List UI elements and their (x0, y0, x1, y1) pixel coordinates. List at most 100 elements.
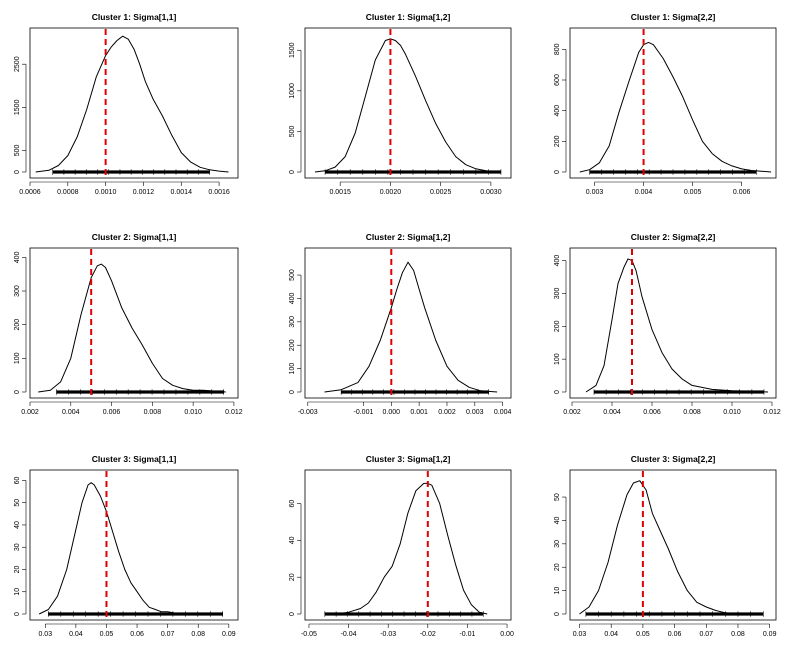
x-tick-label: 0.002 (438, 409, 456, 416)
y-tick-label: 50 (14, 499, 21, 507)
y-tick-label: 400 (14, 251, 21, 263)
x-tick-label: 0.012 (225, 409, 243, 416)
y-tick-label: 800 (554, 43, 561, 55)
x-tick-label: 0.0008 (57, 189, 79, 196)
plot-frame (29, 27, 239, 179)
x-tick-label: 0.004 (494, 409, 512, 416)
y-tick-label: 2500 (14, 56, 21, 72)
x-tick-label: 0.08 (731, 631, 745, 638)
y-tick-label: 300 (289, 316, 296, 328)
density-curve (35, 35, 229, 173)
density-curve (585, 258, 769, 393)
density-curve (38, 482, 183, 615)
x-tick-label: 0.0012 (133, 189, 155, 196)
x-tick-label: 0.002 (563, 409, 581, 416)
y-tick-label: 200 (14, 319, 21, 331)
x-tick-label: 0.04 (69, 631, 83, 638)
density-curve (579, 41, 772, 173)
y-tick-label: 200 (554, 135, 561, 147)
y-tick-label: 20 (289, 573, 296, 581)
y-tick-label: 400 (554, 105, 561, 117)
y-tick-label: 40 (289, 536, 296, 544)
plot-frame (304, 247, 512, 399)
y-tick-label: 30 (554, 540, 561, 548)
x-tick-label: 0.002 (21, 409, 39, 416)
plot-frame (569, 27, 777, 179)
density-panel: Cluster 1: Sigma[1,2] 0.0015 0.0020 0.0025 0… (289, 12, 512, 196)
y-tick-label: 40 (14, 521, 21, 529)
x-tick-label: 0.003 (466, 409, 484, 416)
x-tick-label: 0.00 (500, 631, 514, 638)
x-tick-label: 0.005 (684, 189, 702, 196)
panel-title: Cluster 1: Sigma[1,2] (366, 12, 451, 22)
x-tick-label: -0.05 (301, 631, 317, 638)
x-tick-label: 0.004 (62, 409, 80, 416)
y-tick-label: 500 (289, 125, 296, 137)
x-tick-label: 0.006 (733, 189, 751, 196)
density-panel: Cluster 3: Sigma[1,2] -0.05 -0.04 -0.03 -0.0… (289, 454, 514, 638)
x-tick-label: 0.09 (763, 631, 777, 638)
y-tick-label: 10 (14, 588, 21, 596)
x-tick-label: 0.0015 (329, 189, 351, 196)
density-panel: Cluster 1: Sigma[1,1] 0.0006 0.0008 0.0010 0… (14, 12, 239, 196)
y-tick-label: 0 (554, 170, 561, 174)
y-tick-label: 0 (289, 170, 296, 174)
x-tick-label: 0.04 (604, 631, 618, 638)
y-tick-label: 500 (14, 144, 21, 156)
panel-title: Cluster 2: Sigma[1,1] (92, 232, 177, 242)
y-tick-label: 0 (14, 170, 21, 174)
y-tick-label: 20 (14, 565, 21, 573)
y-tick-label: 0 (14, 390, 21, 394)
density-panel: Cluster 3: Sigma[2,2] 0.03 0.04 0.05 0.06 0.0… (554, 454, 777, 638)
panel-title: Cluster 1: Sigma[2,2] (631, 12, 716, 22)
y-tick-label: 0 (289, 390, 296, 394)
x-tick-label: 0.0006 (19, 189, 41, 196)
y-tick-label: 60 (289, 500, 296, 508)
density-panel: Cluster 2: Sigma[1,2] -0.003 -0.001 0.000 0.… (289, 232, 512, 416)
y-tick-label: 40 (554, 516, 561, 524)
x-tick-label: 0.012 (763, 409, 781, 416)
plot-frame (304, 27, 512, 179)
plot-frame (304, 469, 512, 621)
panel-title: Cluster 3: Sigma[2,2] (631, 454, 716, 464)
x-tick-label: 0.0016 (208, 189, 230, 196)
density-panel: Cluster 1: Sigma[2,2] 0.003 0.004 0.005 0.00… (554, 12, 777, 196)
y-tick-label: 50 (554, 493, 561, 501)
plot-frame (29, 247, 239, 399)
panel-title: Cluster 3: Sigma[1,1] (92, 454, 177, 464)
y-tick-label: 100 (554, 353, 561, 365)
y-tick-label: 200 (554, 320, 561, 332)
x-tick-label: -0.01 (459, 631, 475, 638)
x-tick-label: 0.03 (38, 631, 52, 638)
y-tick-label: 1500 (14, 99, 21, 115)
y-tick-label: 1500 (289, 42, 296, 58)
panel-title: Cluster 2: Sigma[2,2] (631, 232, 716, 242)
x-tick-label: 0.05 (100, 631, 114, 638)
x-tick-label: 0.06 (130, 631, 144, 638)
y-tick-label: 400 (289, 292, 296, 304)
density-curve (336, 482, 488, 615)
y-tick-label: 400 (554, 255, 561, 267)
x-tick-label: 0.0020 (380, 189, 402, 196)
density-curve (324, 261, 498, 393)
x-tick-label: 0.08 (191, 631, 205, 638)
y-tick-label: 1000 (289, 83, 296, 99)
x-tick-label: 0.0010 (95, 189, 117, 196)
y-tick-label: 600 (554, 74, 561, 86)
y-tick-label: 100 (14, 352, 21, 364)
x-tick-label: 0.010 (723, 409, 741, 416)
x-tick-label: 0.008 (683, 409, 701, 416)
x-tick-label: -0.001 (354, 409, 374, 416)
x-tick-label: 0.09 (222, 631, 236, 638)
x-tick-label: -0.03 (380, 631, 396, 638)
x-tick-label: 0.001 (410, 409, 428, 416)
x-tick-label: 0.008 (144, 409, 162, 416)
y-tick-label: 30 (14, 543, 21, 551)
y-tick-label: 0 (14, 612, 21, 616)
density-panel: Cluster 2: Sigma[2,2] 0.002 0.004 0.006 0.00… (554, 232, 781, 416)
density-curve (579, 480, 739, 615)
y-tick-label: 0 (554, 612, 561, 616)
x-tick-label: 0.07 (699, 631, 713, 638)
density-curve (38, 263, 226, 393)
